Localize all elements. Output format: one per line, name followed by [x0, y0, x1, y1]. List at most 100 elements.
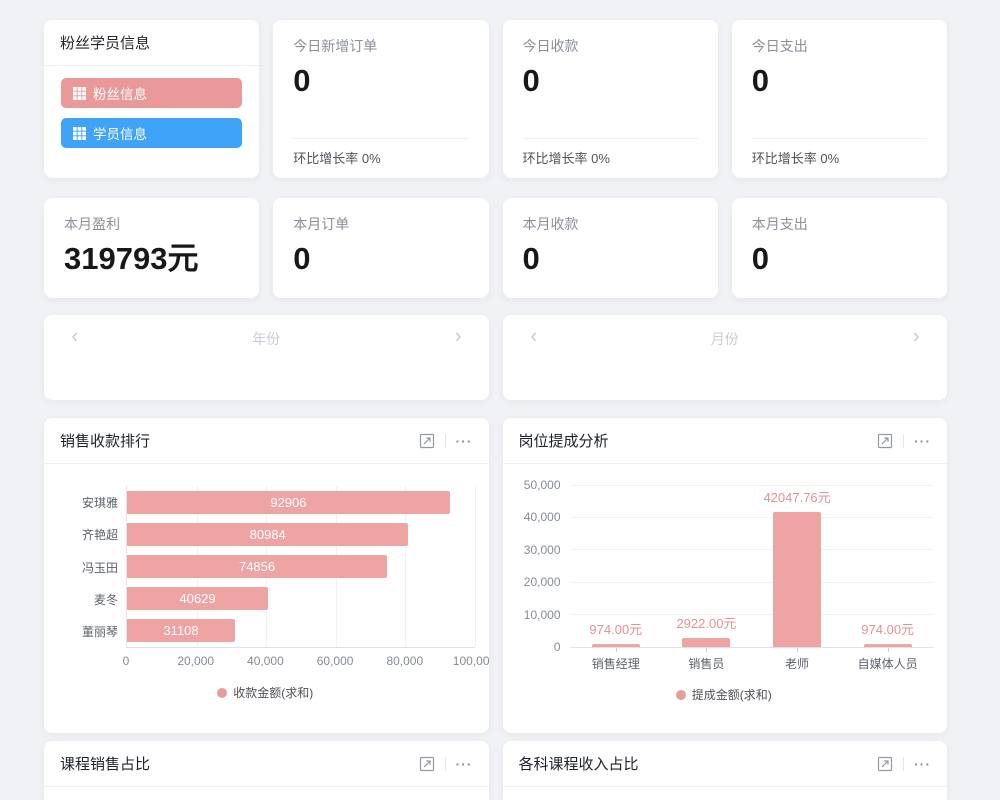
bar[interactable]	[591, 643, 640, 647]
sales-ranking-card: 销售收款排行 ··· 安琪雅齐艳超冯玉田麦冬董丽琴 92906 80984 74856…	[44, 418, 489, 733]
gridline	[570, 613, 933, 615]
category-label: 销售经理	[571, 648, 662, 672]
bar-value-label: 31108	[163, 623, 199, 639]
tick-label: 0	[122, 654, 130, 668]
export-icon[interactable]	[877, 756, 893, 772]
bar[interactable]: 80984	[127, 522, 409, 546]
category-label: 麦冬	[93, 592, 118, 607]
tick-label: 80,000	[386, 654, 424, 668]
bar[interactable]: 31108	[127, 619, 236, 643]
chart-actions: ···	[877, 756, 931, 772]
bar[interactable]	[682, 637, 731, 647]
chart-header: 销售收款排行 ···	[44, 418, 489, 464]
stat-value: 319793元	[64, 241, 199, 276]
category-label: 齐艳超	[81, 528, 118, 543]
export-icon[interactable]	[419, 433, 435, 449]
stat-title: 本月支出	[751, 216, 808, 232]
prev-arrow-icon[interactable]	[527, 330, 541, 344]
next-arrow-icon[interactable]	[451, 330, 465, 344]
stat-value: 0	[751, 241, 769, 276]
category-label: 老师	[752, 648, 843, 672]
export-icon[interactable]	[877, 433, 893, 449]
plot-area: 92906 80984 74856 40629 31108	[126, 486, 476, 648]
commission-analysis-card: 岗位提成分析 ··· 0 10,000 20,000 30,000 40,000 50,0…	[502, 418, 947, 733]
stat-value: 0	[522, 63, 540, 98]
y-axis-labels: 0 10,000 20,000 30,000 40,000 50,000	[515, 478, 571, 654]
stat-value: 0	[293, 241, 311, 276]
tick-label: 0	[553, 640, 561, 654]
next-arrow-icon[interactable]	[909, 330, 923, 344]
bar-value-label: 974.00元	[589, 621, 643, 637]
x-axis: 0 20,000 40,000 60,000 80,000 100,000	[122, 652, 489, 670]
chart-actions: ···	[877, 433, 931, 449]
category-label: 销售员	[661, 648, 752, 672]
chart-legend-item[interactable]: 提成金额(求和)	[515, 686, 934, 703]
legend-dot-icon	[217, 687, 228, 698]
gridline	[474, 486, 476, 647]
stat-value: 0	[751, 63, 769, 98]
bar[interactable]	[863, 643, 912, 647]
bar-column: 2922.00元	[661, 486, 752, 647]
bar[interactable]	[773, 511, 822, 647]
divider	[444, 756, 446, 771]
course-sales-share-card: 课程销售占比 ···	[44, 741, 489, 800]
divider	[903, 756, 904, 771]
stat-card-today-orders: 今日新增订单 0 环比增长率 0%	[273, 20, 489, 178]
bar[interactable]: 92906	[127, 490, 450, 514]
prev-arrow-icon[interactable]	[68, 330, 82, 344]
tick-label: 60,000	[316, 654, 354, 668]
more-menu-icon[interactable]: ···	[914, 432, 931, 449]
legend-label: 收款金额(求和)	[233, 686, 314, 700]
stat-footer: 环比增长率 0%	[751, 138, 927, 178]
stat-title: 今日收款	[522, 38, 579, 54]
gridline	[570, 485, 933, 486]
stat-title: 今日支出	[751, 38, 808, 54]
bar[interactable]: 40629	[127, 587, 269, 611]
more-menu-icon[interactable]: ···	[455, 432, 473, 449]
fans-info-button-label: 粉丝信息	[93, 87, 147, 102]
tick-label: 40,000	[247, 654, 284, 668]
students-info-button[interactable]: 学员信息	[61, 118, 243, 148]
more-menu-icon[interactable]: ···	[914, 755, 931, 772]
month-stats-row: 本月盈利 319793元 本月订单 0 本月收款 0 本月支出 0	[44, 198, 947, 298]
stat-card-month-income: 本月收款 0	[502, 198, 718, 298]
bar-value-label: 74856	[238, 559, 276, 574]
chart-title: 各科课程收入占比	[518, 756, 639, 773]
chart-header: 岗位提成分析 ···	[502, 418, 947, 464]
category-label: 冯玉田	[81, 560, 118, 575]
bar-value-label: 80984	[249, 526, 286, 542]
tick-mark	[706, 648, 708, 652]
tick-mark	[615, 648, 617, 652]
tick-label: 100,000	[452, 654, 489, 668]
course-income-share-card: 各科课程收入占比 ···	[502, 741, 947, 800]
chart-actions: ···	[419, 756, 473, 772]
gridline	[570, 517, 933, 519]
bar[interactable]: 74856	[127, 555, 388, 578]
chart-header: 各科课程收入占比 ···	[502, 741, 947, 787]
dashboard-page: 粉丝学员信息 粉丝信息	[44, 0, 947, 800]
charts-row: 销售收款排行 ··· 安琪雅齐艳超冯玉田麦冬董丽琴 92906 80984 74856…	[44, 418, 947, 733]
month-selector-card: 月份	[502, 315, 947, 400]
fans-card-buttons: 粉丝信息 学员信息	[44, 66, 259, 148]
year-selector-label: 年份	[252, 331, 281, 347]
stat-footer: 环比增长率 0%	[293, 138, 469, 178]
tick-label: 20,000	[177, 654, 215, 668]
selectors-row: 年份 月份	[44, 315, 947, 400]
x-axis: 销售经理 销售员 老师 自媒体人员	[571, 648, 934, 672]
stat-card-month-profit: 本月盈利 319793元	[44, 198, 260, 298]
tick-label: 50,000	[523, 478, 561, 492]
chart-actions: ···	[419, 433, 473, 449]
more-menu-icon[interactable]: ···	[455, 755, 473, 772]
year-selector-card: 年份	[44, 315, 489, 400]
category-label: 董丽琴	[81, 625, 118, 640]
tick-label: 10,000	[523, 607, 561, 622]
export-icon[interactable]	[419, 756, 435, 772]
sales-ranking-chart: 安琪雅齐艳超冯玉田麦冬董丽琴 92906 80984 74856 40629 31108 0…	[44, 464, 489, 701]
gridline	[405, 486, 406, 647]
bar-value-label: 974.00元	[861, 621, 915, 637]
divider	[444, 433, 446, 448]
chart-title: 销售收款排行	[60, 433, 151, 450]
chart-legend-item[interactable]: 收款金额(求和)	[56, 684, 475, 701]
fans-info-button[interactable]: 粉丝信息	[61, 78, 243, 108]
category-label: 安琪雅	[81, 495, 118, 510]
